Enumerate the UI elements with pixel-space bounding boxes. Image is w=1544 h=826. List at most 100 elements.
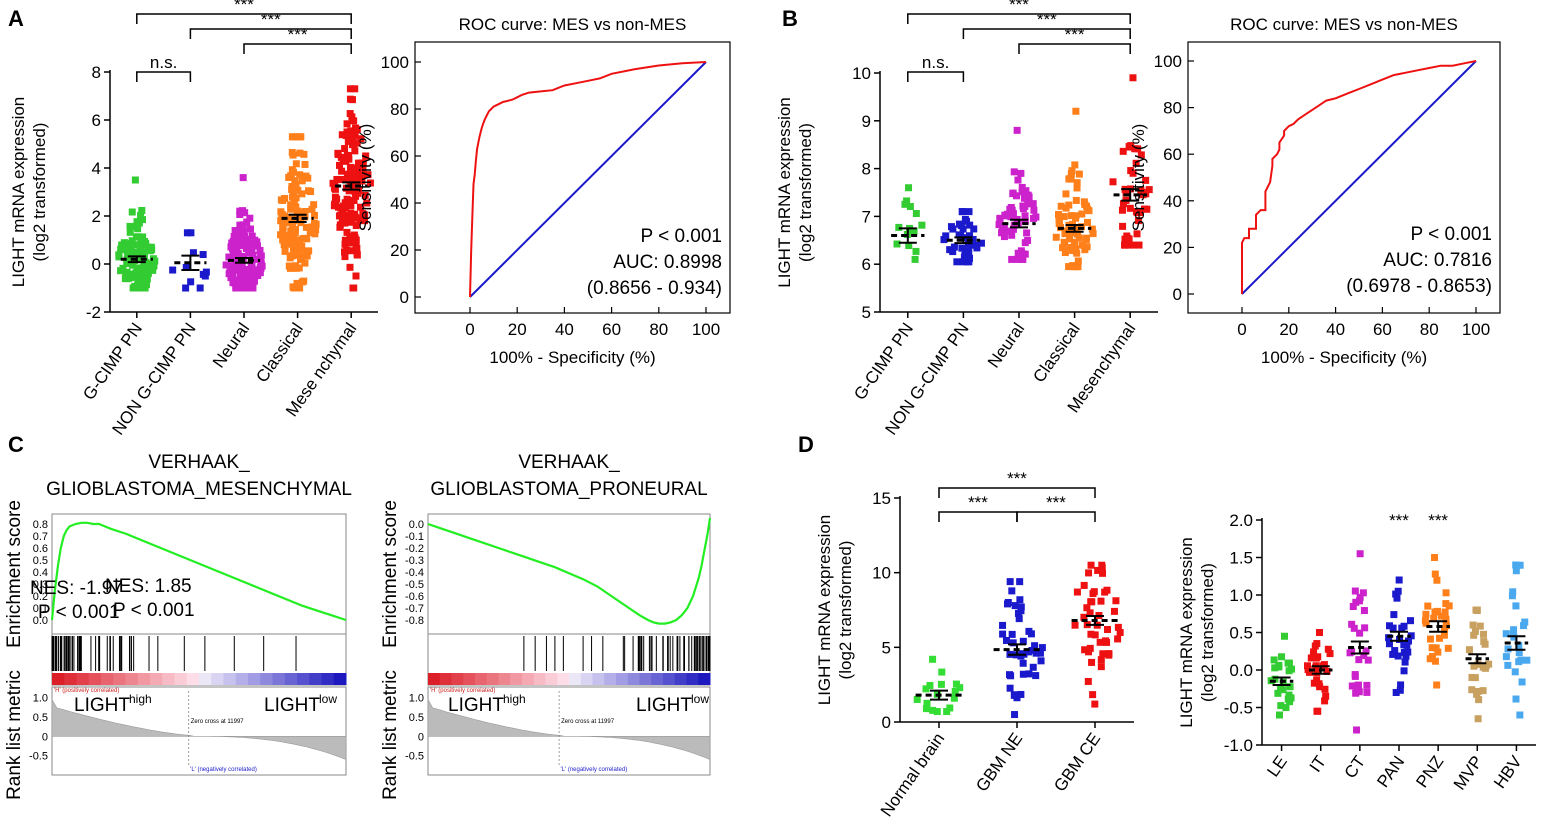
rank-color-segment <box>235 673 249 685</box>
y-tick-label: 100 <box>381 53 409 72</box>
data-point <box>1011 602 1019 610</box>
data-point <box>347 202 355 210</box>
data-point <box>1428 644 1436 652</box>
data-point <box>1304 666 1312 674</box>
data-point <box>1011 711 1019 719</box>
data-point <box>229 264 237 272</box>
data-point <box>353 251 361 259</box>
chart-a-scatter: -2 0 2 4 6 8 LIGHT mRNA expression (log2 transf… <box>9 0 378 438</box>
es-tick-label: -0.5 <box>405 579 424 591</box>
data-point <box>242 284 250 292</box>
data-point <box>1470 631 1478 639</box>
data-point <box>1010 168 1018 176</box>
data-point <box>1361 624 1369 632</box>
data-point <box>1431 657 1439 665</box>
y-axis-label: LIGHT mRNA expression <box>815 515 834 706</box>
data-point <box>1008 630 1016 638</box>
rank-color-segment <box>88 673 102 685</box>
panel-label-d: D <box>798 432 814 457</box>
data-point <box>1346 649 1354 657</box>
data-point <box>1099 650 1107 658</box>
data-point <box>1143 205 1151 213</box>
data-point <box>257 265 265 273</box>
data-point <box>1518 678 1526 686</box>
data-point <box>245 284 253 292</box>
y-tick-label: 15 <box>872 489 891 508</box>
category-label: MVP <box>1450 752 1487 793</box>
data-point <box>1508 592 1516 600</box>
data-point <box>277 196 285 204</box>
data-point <box>1426 635 1434 643</box>
data-point <box>292 194 300 202</box>
data-point <box>947 223 955 231</box>
data-point <box>965 248 973 256</box>
data-point <box>1060 238 1068 246</box>
y-axis-label: LIGHT mRNA expression <box>9 97 28 288</box>
data-point <box>131 176 139 184</box>
chart-title-line-1: VERHAAK_ <box>148 452 250 473</box>
data-point <box>933 708 941 716</box>
data-point <box>966 254 974 262</box>
data-point <box>149 255 157 263</box>
data-point <box>1322 692 1330 700</box>
data-point <box>1017 603 1025 611</box>
data-point <box>1010 221 1018 229</box>
data-point <box>1480 630 1488 638</box>
data-point <box>1280 632 1288 640</box>
y-tick-label: 10 <box>852 64 871 83</box>
rank-color-segment <box>475 673 488 685</box>
data-point <box>233 241 241 249</box>
data-point <box>364 171 372 179</box>
data-point <box>1284 659 1292 667</box>
es-tick-label: 0.5 <box>33 555 48 567</box>
data-point <box>1073 588 1081 596</box>
rank-axis-label: Rank list metric <box>4 670 25 800</box>
data-point <box>1389 624 1397 632</box>
data-point <box>1403 641 1411 649</box>
data-point <box>290 201 298 209</box>
data-point <box>1017 169 1025 177</box>
data-point <box>1438 612 1446 620</box>
data-point <box>229 279 237 287</box>
data-point <box>1073 179 1081 187</box>
data-point <box>202 268 210 276</box>
zero-cross-label: Zero cross at 11997 <box>191 719 245 725</box>
y-tick-label: -2 <box>86 303 101 322</box>
data-point <box>1362 647 1370 655</box>
rank-color-segment <box>498 673 511 685</box>
data-point <box>1096 638 1104 646</box>
data-point <box>278 210 286 218</box>
light-low-sup: low <box>319 692 337 706</box>
data-point <box>1016 578 1024 586</box>
data-point <box>952 680 960 688</box>
data-point <box>1360 607 1368 615</box>
category-label: Neural <box>209 319 253 371</box>
data-point <box>290 240 298 248</box>
data-point <box>1072 213 1080 221</box>
data-point <box>1027 630 1035 638</box>
data-point <box>1323 667 1331 675</box>
data-point <box>239 207 247 215</box>
y-axis-label: LIGHT mRNA expression <box>1177 537 1196 728</box>
data-point <box>1013 126 1021 134</box>
data-point <box>132 269 140 277</box>
rank-tick-label: 0.5 <box>409 712 424 724</box>
data-point <box>955 231 963 239</box>
data-point <box>1512 695 1520 703</box>
data-point <box>1396 686 1404 694</box>
data-point <box>1097 656 1105 664</box>
data-point <box>969 235 977 243</box>
data-point <box>187 278 195 286</box>
data-point <box>1132 159 1140 167</box>
data-point <box>1008 231 1016 239</box>
x-tick-label: 20 <box>508 320 527 339</box>
rank-color-segment <box>451 673 464 685</box>
data-point <box>1349 602 1357 610</box>
data-point <box>251 236 259 244</box>
data-point <box>1421 617 1429 625</box>
data-point <box>1351 587 1359 595</box>
data-point <box>1360 652 1368 660</box>
data-point <box>346 211 354 219</box>
data-point <box>1517 656 1525 664</box>
data-point <box>1434 648 1442 656</box>
